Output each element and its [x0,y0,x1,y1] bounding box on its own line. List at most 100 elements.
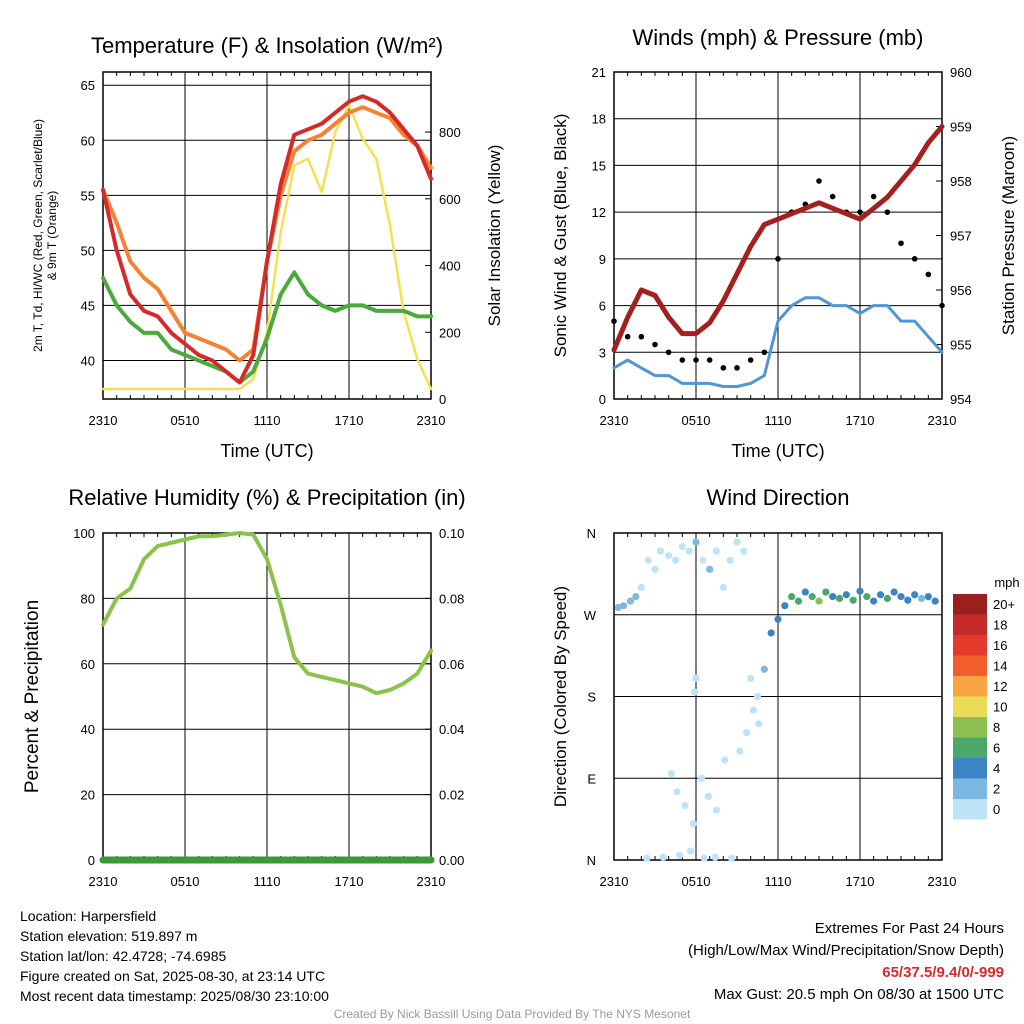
direction-point [697,774,706,782]
direction-point [699,556,707,564]
direction-point [924,592,932,601]
direction-point [760,665,768,673]
direction-point [931,597,939,605]
direction-point [614,603,622,612]
direction-point [727,854,736,862]
gust-point [761,349,768,356]
credit-line: Created By Nick Bassill Using Data Provi… [333,1007,691,1021]
legend-label: 14 [993,659,1007,674]
legend-swatch [953,758,987,779]
x-tick-label: 2310 [928,413,957,428]
latlon-label: Station lat/lon: 42.4728; -74.6985 [20,948,227,964]
y2-tick-label: 955 [950,338,972,353]
direction-point [692,674,700,682]
y2-tick-label: 200 [439,325,461,340]
y2-tick-label: 957 [950,229,972,244]
panel-title-wind-direction: Wind Direction [706,485,849,510]
y-tick-label: N [587,526,596,541]
y-axis-label-line1: 2m T, Td, HI/WC (Red, Green, Scarlet/Blu… [31,119,45,352]
direction-point [749,706,758,714]
y2-tick-label: 0.10 [439,526,464,541]
direction-point [671,556,680,564]
y-tick-label: 0 [88,853,95,868]
direction-point [726,556,734,564]
y2-tick-label: 956 [950,283,972,298]
legend-label: 16 [993,638,1007,653]
direction-point [719,583,727,592]
legend-swatch [953,676,987,697]
y-tick-label: 40 [81,353,95,368]
legend-label: 0 [993,802,1000,817]
gust-point [884,209,891,215]
legend-label: 20+ [993,597,1015,612]
direction-point [822,588,830,596]
station-info: Location: Harpersfield Station elevation… [20,906,329,1006]
y-tick-label: S [587,690,596,705]
direction-point [733,538,741,546]
pressure-line [611,124,945,353]
direction-point [704,792,712,801]
x-tick-label: 2310 [928,874,957,889]
legend-swatch [953,737,987,758]
gust-point [816,178,822,184]
direction-point [619,602,628,610]
y-tick-label: 0 [599,392,606,407]
y-tick-label: 55 [81,188,95,203]
y-axis-label-line2: & 9m T (Orange) [45,191,59,281]
gust-point [870,193,877,200]
y-tick-label: 12 [592,205,606,220]
direction-point [706,565,714,573]
direction-point [849,596,857,604]
direction-point [742,729,751,737]
gust-point [624,333,631,340]
x-tick-label: 0510 [171,874,200,889]
direction-point [774,615,782,623]
direction-point [685,547,693,555]
y2-tick-label: 954 [950,392,972,407]
extremes-box: Extremes For Past 24 Hours (High/Low/Max… [688,918,1004,1006]
legend-swatch [953,717,987,738]
direction-point [747,674,755,682]
direction-point [829,592,837,601]
legend-swatch [953,614,987,635]
direction-point [781,602,789,610]
y-tick-label: 60 [81,657,95,672]
y-tick-label: 80 [81,591,95,606]
direction-point [721,756,729,764]
direction-point [890,588,898,596]
x-tick-label: 1110 [765,413,792,428]
y2-tick-label: 0.00 [439,853,464,868]
gust-point [706,357,713,363]
y-tick-label: 45 [81,298,95,313]
x-axis-label: Time (UTC) [731,441,824,461]
gust-point [720,365,727,371]
max-gust-label: Max Gust: 20.5 mph On 08/30 at 1500 UTC [713,986,1004,1003]
direction-point [755,720,763,728]
gust-point [775,256,781,262]
legend-title: mph [994,575,1019,590]
relative-humidity-line [101,531,433,696]
y2-tick-label: 0.02 [439,788,464,803]
gust-point [693,357,699,363]
direction-point [692,538,700,546]
gust-point [829,193,836,200]
y-tick-label: 3 [599,345,606,360]
direction-point [686,847,695,855]
gust-point [747,357,754,363]
direction-point [856,587,864,595]
x-tick-label: 1710 [846,413,875,428]
panel-title-winds: Winds (mph) & Pressure (mb) [633,25,924,50]
direction-point [689,820,697,828]
direction-point [691,688,699,696]
direction-point [911,591,919,599]
direction-point [835,594,844,603]
direction-point [876,591,885,599]
gust-point [898,240,904,247]
y-tick-label: 18 [592,112,606,127]
direction-point [712,547,721,555]
gust-point [857,209,863,215]
gust-point [665,349,672,356]
legend-swatch [953,778,987,799]
direction-point [637,583,645,592]
